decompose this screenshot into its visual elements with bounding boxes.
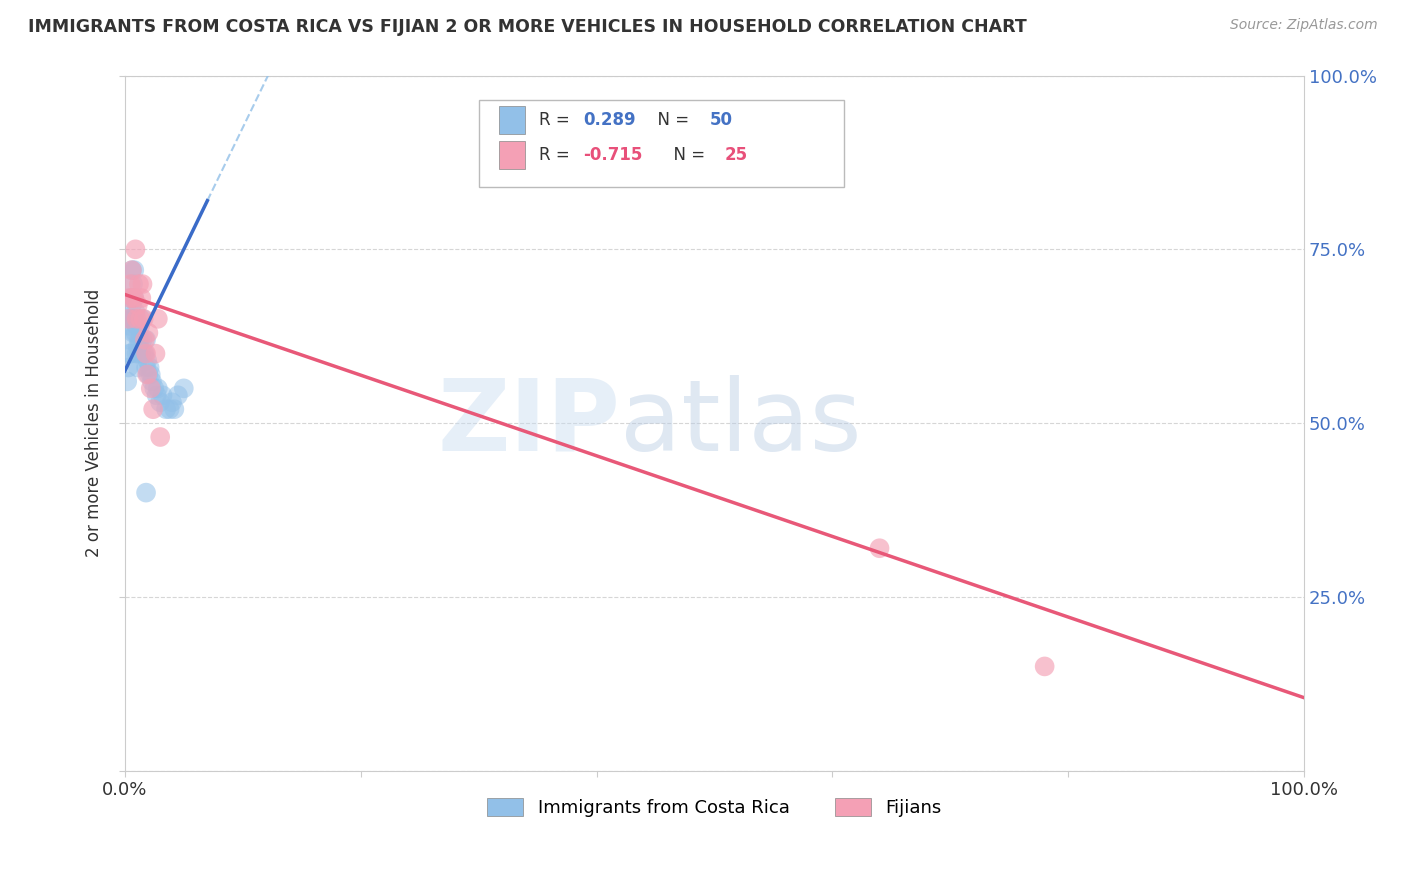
Point [120, 311, 142, 326]
Point [173, 381, 195, 395]
Point [122, 277, 145, 291]
Point [135, 360, 157, 375]
Point [124, 305, 146, 319]
Point [129, 318, 152, 333]
Text: R =: R = [538, 111, 575, 128]
Point [142, 402, 165, 417]
Point [127, 340, 149, 354]
Point [146, 311, 169, 326]
FancyBboxPatch shape [499, 141, 524, 169]
Point [159, 402, 181, 417]
Point [121, 263, 143, 277]
Point [136, 353, 159, 368]
Point [152, 388, 174, 402]
Point [143, 381, 166, 395]
Point [129, 311, 152, 326]
Point [134, 346, 156, 360]
Point [125, 311, 148, 326]
Point [1033, 659, 1056, 673]
Point [118, 291, 141, 305]
Point [118, 318, 141, 333]
Point [128, 346, 150, 360]
Point [138, 360, 160, 375]
Point [131, 346, 153, 360]
Point [149, 430, 172, 444]
Point [141, 375, 163, 389]
Point [122, 291, 145, 305]
Text: atlas: atlas [620, 375, 862, 472]
Point [122, 291, 145, 305]
Text: -0.715: -0.715 [583, 146, 643, 164]
Point [135, 333, 157, 347]
Point [125, 318, 148, 333]
Y-axis label: 2 or more Vehicles in Household: 2 or more Vehicles in Household [86, 289, 103, 558]
Point [115, 375, 138, 389]
Point [127, 298, 149, 312]
Text: 25: 25 [725, 146, 748, 164]
Point [163, 402, 186, 417]
Point [122, 311, 145, 326]
Point [122, 263, 145, 277]
Point [131, 333, 153, 347]
Point [122, 291, 145, 305]
Text: IMMIGRANTS FROM COSTA RICA VS FIJIAN 2 OR MORE VEHICLES IN HOUSEHOLD CORRELATION: IMMIGRANTS FROM COSTA RICA VS FIJIAN 2 O… [28, 18, 1026, 36]
Point [120, 346, 142, 360]
Text: N =: N = [662, 146, 710, 164]
Point [136, 368, 159, 382]
FancyBboxPatch shape [478, 100, 844, 186]
Point [122, 326, 145, 340]
Point [120, 277, 142, 291]
Text: Source: ZipAtlas.com: Source: ZipAtlas.com [1230, 18, 1378, 32]
Point [132, 346, 155, 360]
Point [128, 277, 150, 291]
Point [128, 333, 150, 347]
Point [139, 368, 162, 382]
Point [124, 326, 146, 340]
Text: 0.289: 0.289 [583, 111, 636, 128]
Point [134, 333, 156, 347]
Point [121, 311, 143, 326]
Point [139, 381, 162, 395]
Text: 50: 50 [710, 111, 733, 128]
Point [124, 242, 146, 256]
Point [135, 485, 157, 500]
Point [117, 333, 139, 347]
Point [145, 346, 167, 360]
Point [160, 395, 183, 409]
Point [127, 360, 149, 375]
Point [167, 388, 190, 402]
Point [138, 368, 160, 382]
Point [131, 291, 153, 305]
FancyBboxPatch shape [499, 106, 524, 134]
Point [117, 360, 139, 375]
Legend: Immigrants from Costa Rica, Fijians: Immigrants from Costa Rica, Fijians [479, 790, 949, 824]
Point [118, 346, 141, 360]
Point [125, 346, 148, 360]
Point [121, 298, 143, 312]
Point [155, 402, 177, 417]
Text: N =: N = [647, 111, 695, 128]
Point [138, 326, 160, 340]
Point [132, 311, 155, 326]
Point [146, 381, 169, 395]
Point [131, 311, 153, 326]
Text: ZIP: ZIP [437, 375, 620, 472]
Point [129, 333, 152, 347]
Point [149, 395, 172, 409]
Point [131, 277, 153, 291]
Point [145, 388, 167, 402]
Text: R =: R = [538, 146, 575, 164]
Point [135, 346, 157, 360]
Point [869, 541, 891, 556]
Point [117, 311, 139, 326]
Point [121, 263, 143, 277]
Point [120, 291, 142, 305]
